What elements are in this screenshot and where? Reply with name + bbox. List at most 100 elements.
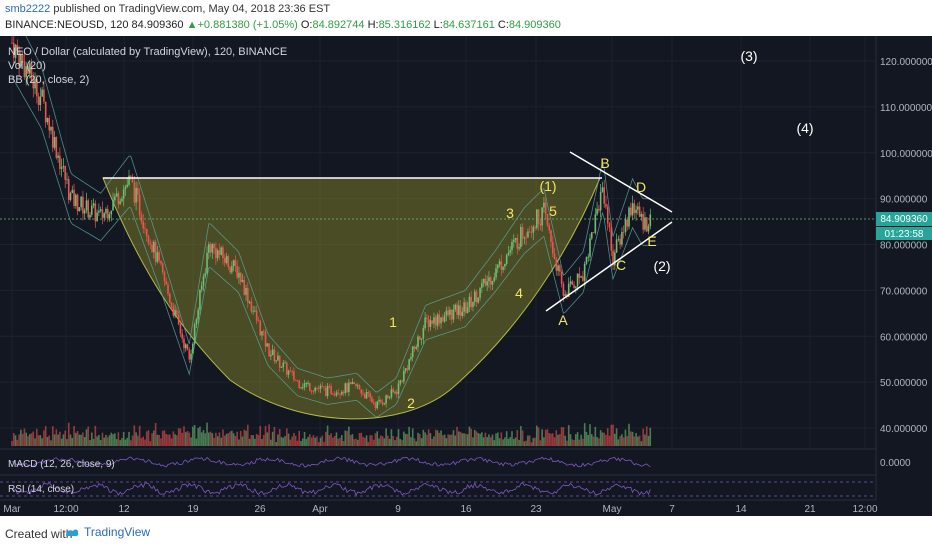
candle-body [23, 61, 26, 78]
candle-body [122, 189, 125, 199]
candle-body [344, 383, 347, 394]
candle-body [300, 387, 302, 389]
volume-bar [326, 425, 329, 446]
candle-body [197, 309, 199, 320]
candle-body [144, 228, 146, 230]
volume-bar [436, 430, 439, 446]
candle-body [287, 370, 290, 375]
candle-body [208, 244, 210, 253]
volume-bar [530, 442, 533, 446]
candle-body [257, 320, 260, 322]
candle-body [67, 179, 70, 200]
candle-body [628, 207, 630, 227]
volume-bar [101, 432, 104, 446]
candle-body [431, 320, 434, 324]
wave-label-2: 2 [407, 395, 415, 411]
candle-body [252, 310, 254, 312]
candle-body [440, 317, 442, 324]
candle-body [560, 271, 563, 284]
volume-bar [192, 426, 194, 446]
candle-body [342, 391, 345, 394]
candle-body [73, 189, 75, 206]
time-tick-label: May [603, 504, 622, 515]
volume-bar [105, 435, 107, 446]
candle-body [629, 207, 632, 216]
candle-body [151, 244, 153, 253]
candle-body [96, 212, 98, 222]
volume-bar [83, 437, 86, 446]
volume-bar [252, 435, 254, 446]
volume-bar [410, 437, 412, 446]
price-chart[interactable]: 120.000000 110.000000 100.000000 90.000000 8… [0, 8, 932, 516]
candle-body [555, 259, 558, 271]
volume-bar [257, 435, 260, 446]
candle-body [188, 349, 191, 360]
volume-bar [408, 426, 410, 446]
triangle-upper-line[interactable] [569, 151, 673, 213]
candle-body [211, 244, 214, 253]
candle-body [163, 272, 166, 282]
candle-body [247, 288, 249, 303]
author-link[interactable]: smb2222 [5, 3, 51, 15]
volume-bar [626, 436, 629, 446]
volume-bar [48, 435, 51, 446]
volume-bar [247, 424, 249, 446]
volume-bar [293, 433, 295, 446]
wave-label-5: 5 [549, 203, 557, 219]
wave-label-big-3: (3) [740, 48, 757, 64]
volume-bar [188, 432, 191, 446]
volume-bar [376, 431, 379, 446]
volume-bar [114, 433, 116, 446]
candle-body [601, 187, 604, 192]
volume-bar [645, 426, 648, 446]
candle-body [301, 387, 304, 389]
volume-bar [138, 425, 141, 446]
time-axis[interactable]: Mar 12:00 12 19 26 Apr 9 16 23 May 7 14 21 12:00 [3, 504, 878, 515]
candle-body [404, 368, 407, 371]
candle-body [278, 355, 281, 368]
candle-body [227, 256, 230, 268]
candle-body [51, 127, 54, 148]
volume-bar [615, 428, 618, 446]
tradingview-link[interactable]: TradingView [64, 525, 150, 539]
candle-body [21, 54, 24, 62]
candle-body [408, 359, 410, 370]
candle-body [468, 296, 471, 308]
candle-body [115, 193, 118, 197]
triangle-lower-line[interactable] [545, 221, 673, 312]
candle-body [364, 394, 366, 399]
volume-bar [280, 437, 283, 446]
volume-bar [261, 438, 263, 446]
candle-body [184, 344, 187, 349]
volume-bar [433, 436, 435, 446]
volume-bar [103, 437, 105, 446]
volume-bar [135, 432, 137, 446]
candle-body [241, 280, 244, 282]
candle-body [612, 250, 614, 266]
volume-bar [328, 435, 331, 446]
volume-bar [291, 436, 293, 446]
candle-body [229, 267, 231, 273]
volume-bar [624, 429, 627, 446]
candle-body [518, 247, 520, 249]
candle-body [153, 241, 155, 253]
candle-body [186, 344, 189, 350]
candle-body [92, 203, 95, 206]
candle-body [553, 253, 556, 260]
candle-body [381, 402, 384, 405]
candle-body [124, 186, 127, 190]
candle-body [243, 280, 246, 295]
volume-bar [590, 434, 593, 446]
volume-bar [534, 437, 536, 446]
price-axis[interactable]: 120.000000 110.000000 100.000000 90.000000 8… [880, 57, 932, 435]
volume-bar [353, 439, 355, 446]
candle-body [638, 206, 641, 217]
price-tick-label: 80.000000 [880, 241, 928, 252]
volume-bar [121, 438, 123, 446]
volume-bar [282, 437, 285, 446]
candle-body [245, 288, 247, 295]
chart-area[interactable]: 120.000000 110.000000 100.000000 90.000000 8… [0, 8, 932, 516]
candle-body [145, 228, 148, 237]
volume-bar [312, 435, 315, 446]
candle-body [438, 314, 441, 324]
